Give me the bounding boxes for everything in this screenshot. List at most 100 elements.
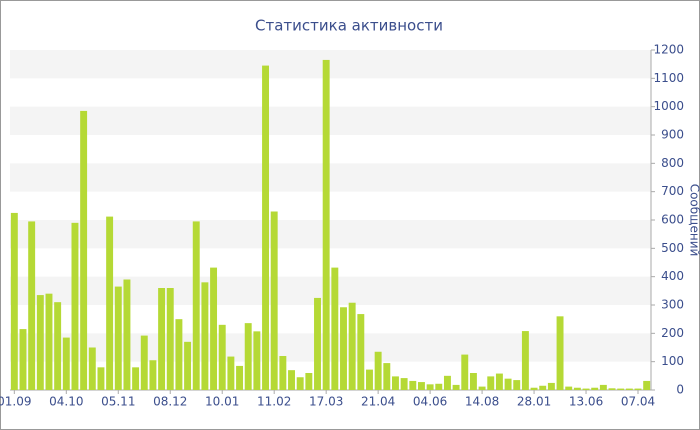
bar [106, 216, 114, 390]
x-tick-label: 01.09 [0, 395, 32, 409]
bar [253, 331, 261, 390]
bar [201, 282, 209, 390]
bar [625, 388, 633, 390]
y-tick-label: 1000 [653, 99, 684, 113]
bar [71, 222, 79, 390]
y-tick-label: 400 [661, 269, 684, 283]
bar [10, 212, 18, 390]
bar [97, 367, 105, 390]
bar [62, 337, 70, 390]
bar [227, 356, 235, 390]
bar [279, 356, 287, 390]
bar [340, 307, 347, 390]
bar [469, 373, 477, 390]
y-tick-label: 0 [676, 383, 684, 397]
bar [210, 267, 218, 390]
bar [400, 378, 408, 390]
bar [634, 388, 642, 390]
bar [643, 380, 651, 390]
bar [443, 375, 451, 390]
bar [547, 382, 555, 390]
bar [461, 354, 469, 390]
bar [158, 288, 166, 390]
bar [599, 384, 607, 390]
bar [331, 267, 339, 390]
bar [504, 378, 512, 390]
bar [305, 373, 313, 390]
bar [88, 347, 96, 390]
y-tick-label: 1200 [653, 43, 684, 57]
bar [166, 288, 174, 390]
y-tick-label: 600 [661, 213, 684, 227]
bar [270, 211, 278, 390]
bar [452, 384, 460, 390]
x-tick-label: 04.06 [413, 395, 447, 409]
y-tick-label: 200 [661, 326, 684, 340]
bar [54, 302, 62, 390]
x-tick-label: 28.01 [517, 395, 551, 409]
bar [357, 314, 365, 390]
y-tick-label: 800 [661, 156, 684, 170]
y-tick-label: 900 [661, 128, 684, 142]
bar [36, 295, 44, 390]
chart-title: Статистика активности [255, 17, 443, 35]
bar [288, 370, 295, 390]
grid-band [10, 163, 651, 192]
x-tick-label: 08.12 [153, 395, 187, 409]
bar [314, 297, 321, 390]
bar [192, 221, 200, 390]
bar [573, 387, 581, 390]
x-tick-label: 21.04 [361, 395, 395, 409]
bar [513, 380, 521, 390]
bar [591, 387, 599, 390]
x-tick-label: 14.08 [465, 395, 499, 409]
bar [539, 385, 547, 390]
bar [383, 363, 391, 390]
bar [582, 388, 590, 390]
bar [244, 323, 252, 390]
x-tick-label: 10.01 [205, 395, 239, 409]
bar [348, 302, 356, 390]
x-tick-label: 17.03 [309, 395, 343, 409]
grid-band [10, 50, 651, 79]
bar [608, 388, 616, 390]
y-tick-label: 700 [661, 184, 684, 198]
bar [80, 110, 88, 391]
x-tick-label: 04.10 [49, 395, 83, 409]
grid-band [10, 220, 651, 249]
bar [218, 324, 226, 390]
bar [366, 369, 373, 390]
bar [495, 373, 503, 390]
bar [28, 221, 36, 390]
bar [409, 380, 417, 390]
y-tick-label: 1100 [653, 71, 684, 85]
bar [617, 388, 625, 390]
bar [236, 365, 244, 390]
bar [149, 360, 157, 390]
y-tick-label: 500 [661, 241, 684, 255]
bar [262, 65, 269, 390]
bar [556, 316, 564, 390]
bar [132, 367, 140, 390]
bar [19, 329, 27, 390]
bar [478, 386, 486, 390]
bar [114, 286, 122, 390]
y-axis-title: Сообщений [688, 184, 700, 257]
bar [175, 319, 183, 390]
bar [322, 59, 330, 391]
bar [417, 382, 425, 390]
bar [521, 331, 529, 390]
bar [296, 377, 304, 390]
bar [184, 341, 192, 390]
x-tick-label: 13.06 [569, 395, 603, 409]
bar [426, 384, 434, 390]
bar [565, 386, 573, 390]
x-tick-label: 11.02 [257, 395, 291, 409]
x-tick-label: 05.11 [101, 395, 135, 409]
bar [487, 376, 495, 390]
y-tick-label: 300 [661, 298, 684, 312]
y-tick-label: 100 [661, 354, 684, 368]
bar [45, 293, 53, 390]
grid-band [10, 106, 651, 135]
